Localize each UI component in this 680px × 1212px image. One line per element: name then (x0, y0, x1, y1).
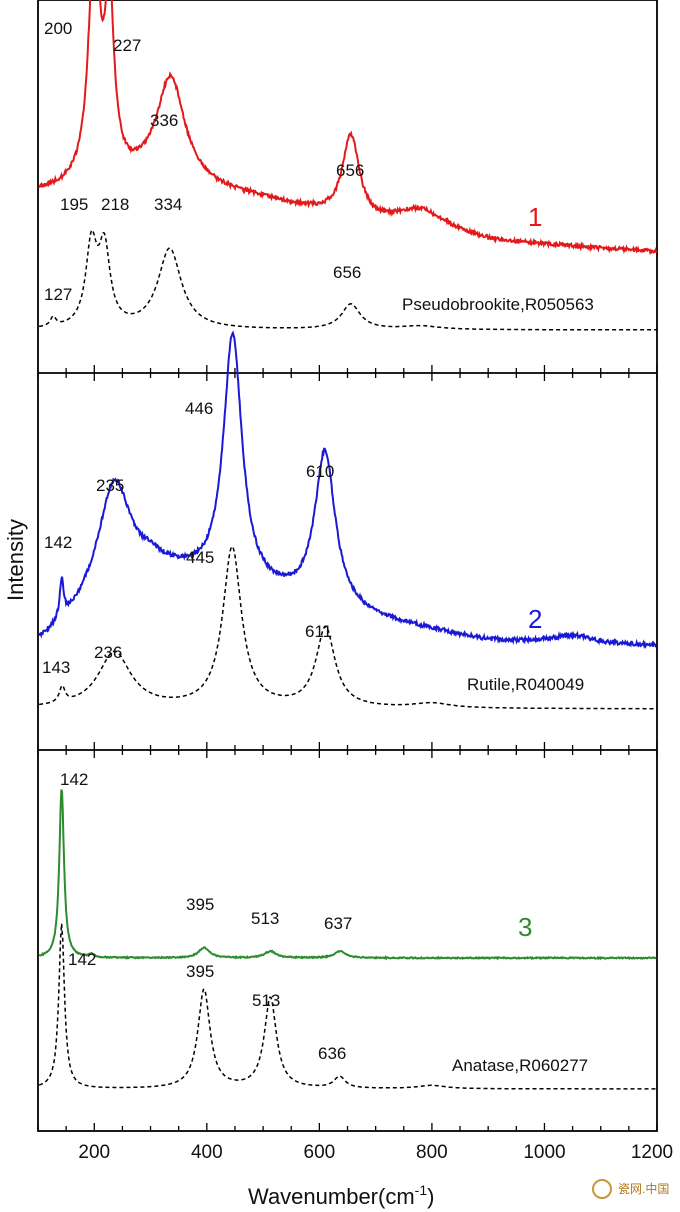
watermark-circle-icon (592, 1179, 612, 1199)
x-axis-title: Wavenumber(cm-1) (248, 1182, 434, 1209)
watermark-logo: 瓷网.中国 (592, 1179, 669, 1199)
panel-number-label: 3 (518, 912, 532, 942)
panel-number-label: 2 (528, 604, 542, 634)
x-tick-label: 600 (304, 1142, 336, 1163)
ref-peak-label: 127 (44, 285, 72, 304)
x-tick-label: 400 (191, 1142, 223, 1163)
ref-peak-label: 142 (68, 950, 96, 969)
peak-label: 200 (44, 19, 72, 38)
ref-peak-label: 195 (60, 195, 88, 214)
x-tick-label: 200 (78, 1142, 110, 1163)
ref-peak-label: 236 (94, 643, 122, 662)
series-3-sample-line (38, 789, 657, 961)
peak-label: 336 (150, 111, 178, 130)
ref-peak-label: 334 (154, 195, 182, 214)
series-3-reference-line (38, 923, 657, 1090)
peak-label: 235 (96, 476, 124, 495)
series-1-sample-line (38, 0, 658, 256)
ref-peak-label: 218 (101, 195, 129, 214)
peak-label: 637 (324, 914, 352, 933)
peak-label: 227 (113, 36, 141, 55)
x-tick-label: 1000 (523, 1142, 565, 1163)
ref-peak-label: 656 (333, 263, 361, 282)
peak-label: 610 (306, 462, 334, 481)
x-axis-ticks: 200 400 600 800 1000 1200 (37, 365, 673, 1163)
ref-peak-label: 395 (186, 962, 214, 981)
x-tick-label: 1200 (631, 1142, 673, 1163)
series-2-sample-line (38, 330, 657, 650)
watermark-text: 瓷网.中国 (618, 1181, 669, 1196)
x-tick-label: 800 (416, 1142, 448, 1163)
reference-name-label: Pseudobrookite,R050563 (402, 295, 594, 314)
peak-label: 395 (186, 895, 214, 914)
peak-label: 142 (60, 770, 88, 789)
reference-name-label: Anatase,R060277 (452, 1056, 588, 1075)
ref-peak-label: 143 (42, 658, 70, 677)
peak-label: 142 (44, 533, 72, 552)
series-2-reference-line (39, 545, 657, 710)
peak-label: 513 (251, 909, 279, 928)
ref-peak-label: 513 (252, 991, 280, 1010)
ref-peak-label: 445 (186, 548, 214, 567)
peak-label: 446 (185, 399, 213, 418)
reference-name-label: Rutile,R040049 (467, 675, 584, 694)
ref-peak-label: 611 (305, 622, 332, 641)
panel-number-label: 1 (528, 202, 542, 232)
ref-peak-label: 636 (318, 1044, 346, 1063)
peak-label: 656 (336, 161, 364, 180)
y-axis-title: Intensity (3, 519, 28, 601)
